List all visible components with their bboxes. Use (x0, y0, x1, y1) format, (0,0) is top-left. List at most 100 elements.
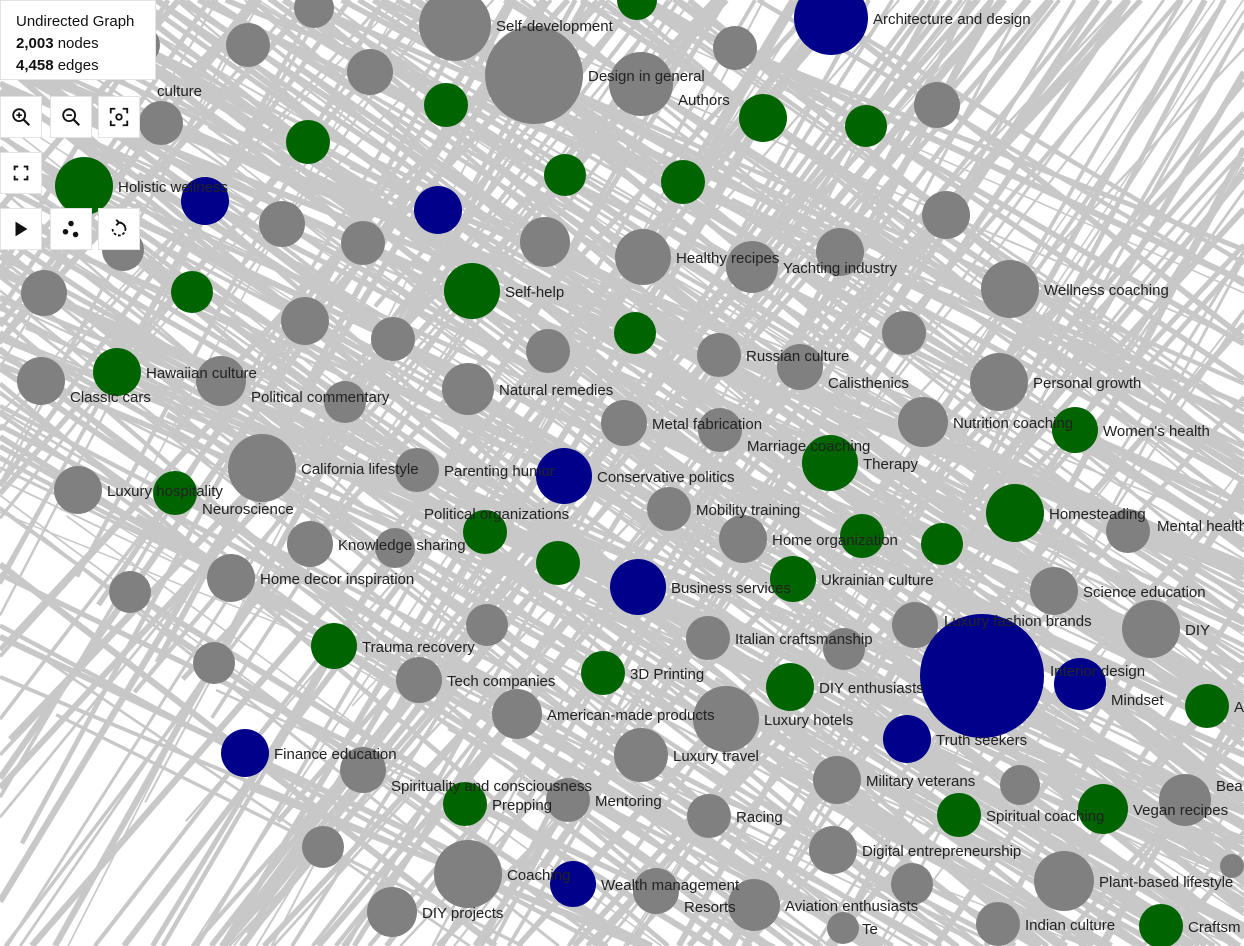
graph-node[interactable] (17, 357, 65, 405)
graph-node[interactable] (226, 23, 270, 67)
graph-node[interactable] (371, 317, 415, 361)
graph-node[interactable] (1122, 600, 1180, 658)
graph-node[interactable] (661, 160, 705, 204)
graph-node[interactable] (550, 861, 596, 907)
graph-node[interactable] (153, 471, 197, 515)
graph-node[interactable] (544, 154, 586, 196)
zoom-in-button[interactable] (0, 96, 42, 138)
graph-node[interactable] (697, 333, 741, 377)
graph-node[interactable] (726, 241, 778, 293)
graph-node[interactable] (442, 363, 494, 415)
graph-node[interactable] (207, 554, 255, 602)
graph-node[interactable] (546, 778, 590, 822)
graph-node[interactable] (21, 270, 67, 316)
graph-node[interactable] (614, 728, 668, 782)
play-layout-button[interactable] (0, 208, 42, 250)
graph-node[interactable] (609, 52, 673, 116)
graph-node[interactable] (816, 228, 864, 276)
graph-node[interactable] (434, 840, 502, 908)
graph-node[interactable] (809, 826, 857, 874)
graph-node[interactable] (922, 191, 970, 239)
graph-node[interactable] (914, 82, 960, 128)
graph-node[interactable] (463, 510, 507, 554)
graph-node[interactable] (492, 689, 542, 739)
graph-node[interactable] (986, 484, 1044, 542)
graph-node[interactable] (777, 344, 823, 390)
graph-node[interactable] (181, 177, 229, 225)
graph-node[interactable] (444, 263, 500, 319)
graph-node[interactable] (719, 515, 767, 563)
graph-node[interactable] (698, 408, 742, 452)
graph-node[interactable] (770, 556, 816, 602)
graph-node[interactable] (845, 105, 887, 147)
graph-node[interactable] (647, 487, 691, 531)
graph-node[interactable] (892, 602, 938, 648)
fullscreen-button[interactable] (0, 152, 42, 194)
graph-node[interactable] (466, 604, 508, 646)
graph-node[interactable] (1000, 765, 1040, 805)
graph-node[interactable] (228, 434, 296, 502)
graph-node[interactable] (54, 466, 102, 514)
graph-node[interactable] (367, 887, 417, 937)
graph-node[interactable] (827, 912, 859, 944)
graph-node[interactable] (109, 571, 151, 613)
graph-node[interactable] (617, 0, 657, 20)
graph-node[interactable] (536, 541, 580, 585)
graph-node[interactable] (1220, 854, 1244, 878)
graph-node[interactable] (970, 353, 1028, 411)
graph-node[interactable] (937, 793, 981, 837)
graph-node[interactable] (55, 157, 113, 215)
graph-node[interactable] (324, 381, 366, 423)
graph-node[interactable] (302, 826, 344, 868)
graph-node[interactable] (526, 329, 570, 373)
graph-node[interactable] (920, 614, 1044, 738)
graph-node[interactable] (610, 559, 666, 615)
graph-node[interactable] (614, 312, 656, 354)
graph-node[interactable] (794, 0, 868, 55)
graph-node[interactable] (536, 448, 592, 504)
graph-node[interactable] (1034, 851, 1094, 911)
graph-node[interactable] (633, 868, 679, 914)
graph-node[interactable] (139, 101, 183, 145)
graph-node[interactable] (485, 26, 583, 124)
graph-node[interactable] (171, 271, 213, 313)
graph-node[interactable] (981, 260, 1039, 318)
reset-layout-button[interactable] (98, 208, 140, 250)
graph-node[interactable] (766, 663, 814, 711)
graph-node[interactable] (882, 311, 926, 355)
graph-node[interactable] (713, 26, 757, 70)
graph-node[interactable] (802, 435, 858, 491)
graph-node[interactable] (341, 221, 385, 265)
graph-node[interactable] (281, 297, 329, 345)
reset-view-button[interactable] (98, 96, 140, 138)
graph-node[interactable] (1054, 658, 1106, 710)
graph-node[interactable] (1052, 407, 1098, 453)
graph-node[interactable] (581, 651, 625, 695)
graph-node[interactable] (294, 0, 334, 28)
graph-node[interactable] (1139, 904, 1183, 946)
graph-node[interactable] (93, 348, 141, 396)
graph-node[interactable] (693, 686, 759, 752)
graph-node[interactable] (443, 782, 487, 826)
graph-node[interactable] (396, 657, 442, 703)
zoom-out-button[interactable] (50, 96, 92, 138)
graph-node[interactable] (813, 756, 861, 804)
graph-node[interactable] (424, 83, 468, 127)
graph-node[interactable] (1159, 774, 1211, 826)
graph-node[interactable] (898, 397, 948, 447)
graph-node[interactable] (687, 794, 731, 838)
graph-node[interactable] (414, 186, 462, 234)
graph-node[interactable] (728, 879, 780, 931)
graph-node[interactable] (840, 514, 884, 558)
graph-node[interactable] (1078, 784, 1128, 834)
graph-node[interactable] (520, 217, 570, 267)
graph-node[interactable] (739, 94, 787, 142)
graph-node[interactable] (823, 628, 865, 670)
graph-node[interactable] (375, 528, 415, 568)
graph-node[interactable] (347, 49, 393, 95)
graph-node[interactable] (686, 616, 730, 660)
graph-node[interactable] (193, 642, 235, 684)
graph-node[interactable] (891, 863, 933, 905)
graph-node[interactable] (395, 448, 439, 492)
